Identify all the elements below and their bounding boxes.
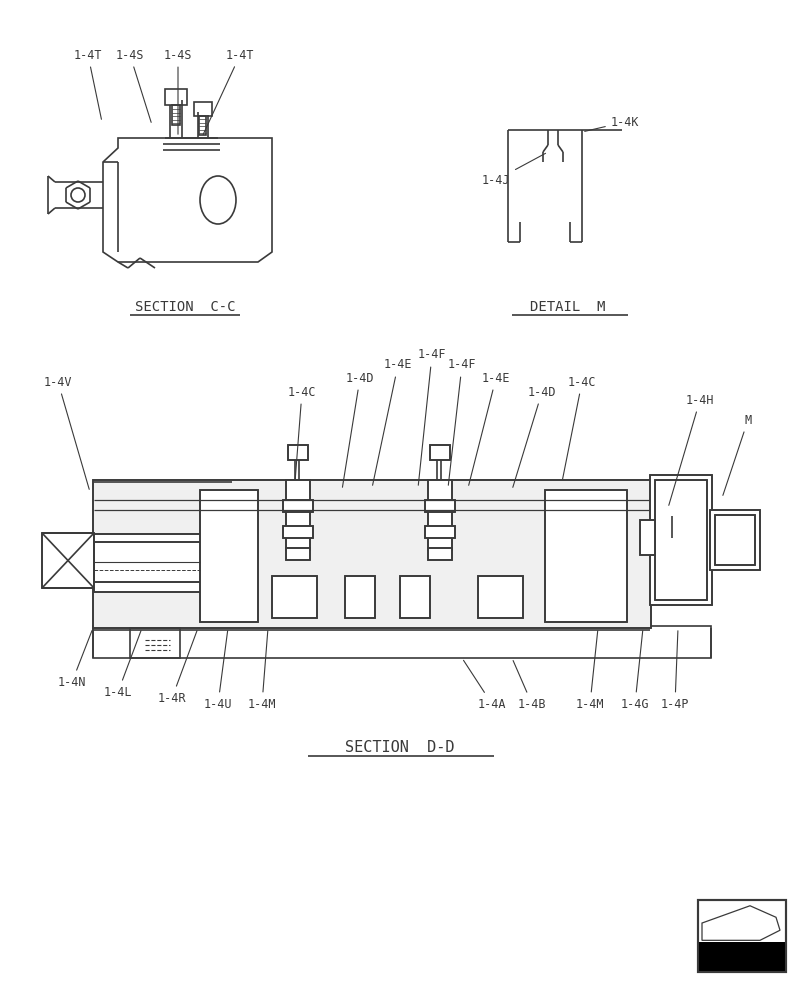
- Text: 1-4P: 1-4P: [660, 631, 688, 710]
- Bar: [639, 520, 654, 555]
- Bar: [697, 942, 785, 972]
- Bar: [94, 542, 232, 582]
- Text: 1-4K: 1-4K: [584, 116, 638, 131]
- Bar: [544, 490, 626, 622]
- Bar: [42, 533, 94, 588]
- Text: 1-4R: 1-4R: [157, 631, 197, 704]
- Text: 1-4M: 1-4M: [575, 631, 604, 710]
- Text: 1-4G: 1-4G: [620, 631, 649, 710]
- Text: 1-4L: 1-4L: [104, 631, 141, 698]
- Bar: [271, 576, 316, 618]
- Text: 1-4C: 1-4C: [287, 385, 316, 479]
- Text: 1-4E: 1-4E: [372, 359, 412, 485]
- Bar: [283, 500, 312, 512]
- Bar: [697, 900, 785, 972]
- Bar: [93, 626, 710, 658]
- Bar: [427, 548, 451, 560]
- Bar: [654, 480, 706, 600]
- Bar: [130, 628, 180, 658]
- Bar: [478, 576, 522, 618]
- Text: 1-4D: 1-4D: [512, 385, 556, 487]
- Text: 1-4D: 1-4D: [342, 371, 373, 487]
- Text: 1-4M: 1-4M: [247, 631, 276, 710]
- Bar: [200, 490, 258, 622]
- Text: 1-4N: 1-4N: [58, 631, 92, 688]
- Text: 1-4J: 1-4J: [481, 153, 545, 187]
- Bar: [425, 500, 454, 512]
- Bar: [93, 480, 650, 628]
- Bar: [94, 534, 232, 592]
- Ellipse shape: [329, 631, 410, 655]
- Polygon shape: [701, 906, 779, 940]
- Bar: [287, 445, 308, 460]
- Bar: [287, 445, 308, 460]
- Bar: [286, 480, 310, 550]
- Bar: [271, 576, 316, 618]
- Bar: [194, 102, 212, 116]
- Text: 1-4E: 1-4E: [468, 371, 510, 485]
- Text: 1-4F: 1-4F: [418, 349, 446, 485]
- Bar: [42, 533, 94, 588]
- Text: 1-4A: 1-4A: [463, 660, 506, 710]
- Bar: [425, 526, 454, 538]
- Bar: [283, 526, 312, 538]
- Text: 1-4T: 1-4T: [74, 49, 102, 119]
- Bar: [286, 548, 310, 560]
- Text: SECTION  C-C: SECTION C-C: [135, 300, 235, 314]
- Text: M: M: [722, 414, 751, 495]
- Bar: [199, 116, 206, 135]
- Text: 1-4C: 1-4C: [562, 375, 596, 479]
- Text: DETAIL  M: DETAIL M: [530, 300, 605, 314]
- Text: 1-4S: 1-4S: [164, 49, 192, 134]
- Bar: [200, 490, 258, 622]
- Bar: [649, 475, 711, 605]
- Text: 1-4F: 1-4F: [447, 359, 475, 485]
- Bar: [344, 576, 374, 618]
- Bar: [165, 89, 187, 105]
- Ellipse shape: [400, 538, 443, 598]
- Text: 1-4V: 1-4V: [43, 375, 89, 489]
- Bar: [425, 526, 454, 538]
- Text: 1-4H: 1-4H: [668, 393, 713, 505]
- Ellipse shape: [226, 538, 270, 598]
- Text: 1-4S: 1-4S: [116, 49, 151, 122]
- Bar: [283, 500, 312, 512]
- Bar: [478, 576, 522, 618]
- Bar: [697, 900, 785, 972]
- Bar: [286, 480, 310, 550]
- Bar: [427, 480, 451, 550]
- Bar: [344, 576, 374, 618]
- Bar: [425, 500, 454, 512]
- Bar: [172, 105, 180, 125]
- Bar: [654, 480, 706, 600]
- Bar: [709, 510, 759, 570]
- Bar: [430, 445, 450, 460]
- Bar: [283, 526, 312, 538]
- Bar: [93, 480, 650, 628]
- Bar: [649, 475, 711, 605]
- Bar: [400, 576, 430, 618]
- Text: SECTION  D-D: SECTION D-D: [344, 740, 454, 756]
- Bar: [427, 480, 451, 550]
- Bar: [430, 445, 450, 460]
- Bar: [714, 515, 754, 565]
- Bar: [94, 534, 232, 592]
- Bar: [709, 510, 759, 570]
- Bar: [714, 515, 754, 565]
- Text: 1-4U: 1-4U: [203, 631, 232, 710]
- Bar: [286, 548, 310, 560]
- Bar: [639, 520, 654, 555]
- Bar: [427, 548, 451, 560]
- Text: 1-4T: 1-4T: [203, 49, 254, 134]
- Bar: [400, 576, 430, 618]
- Bar: [544, 490, 626, 622]
- Text: 1-4B: 1-4B: [512, 661, 545, 710]
